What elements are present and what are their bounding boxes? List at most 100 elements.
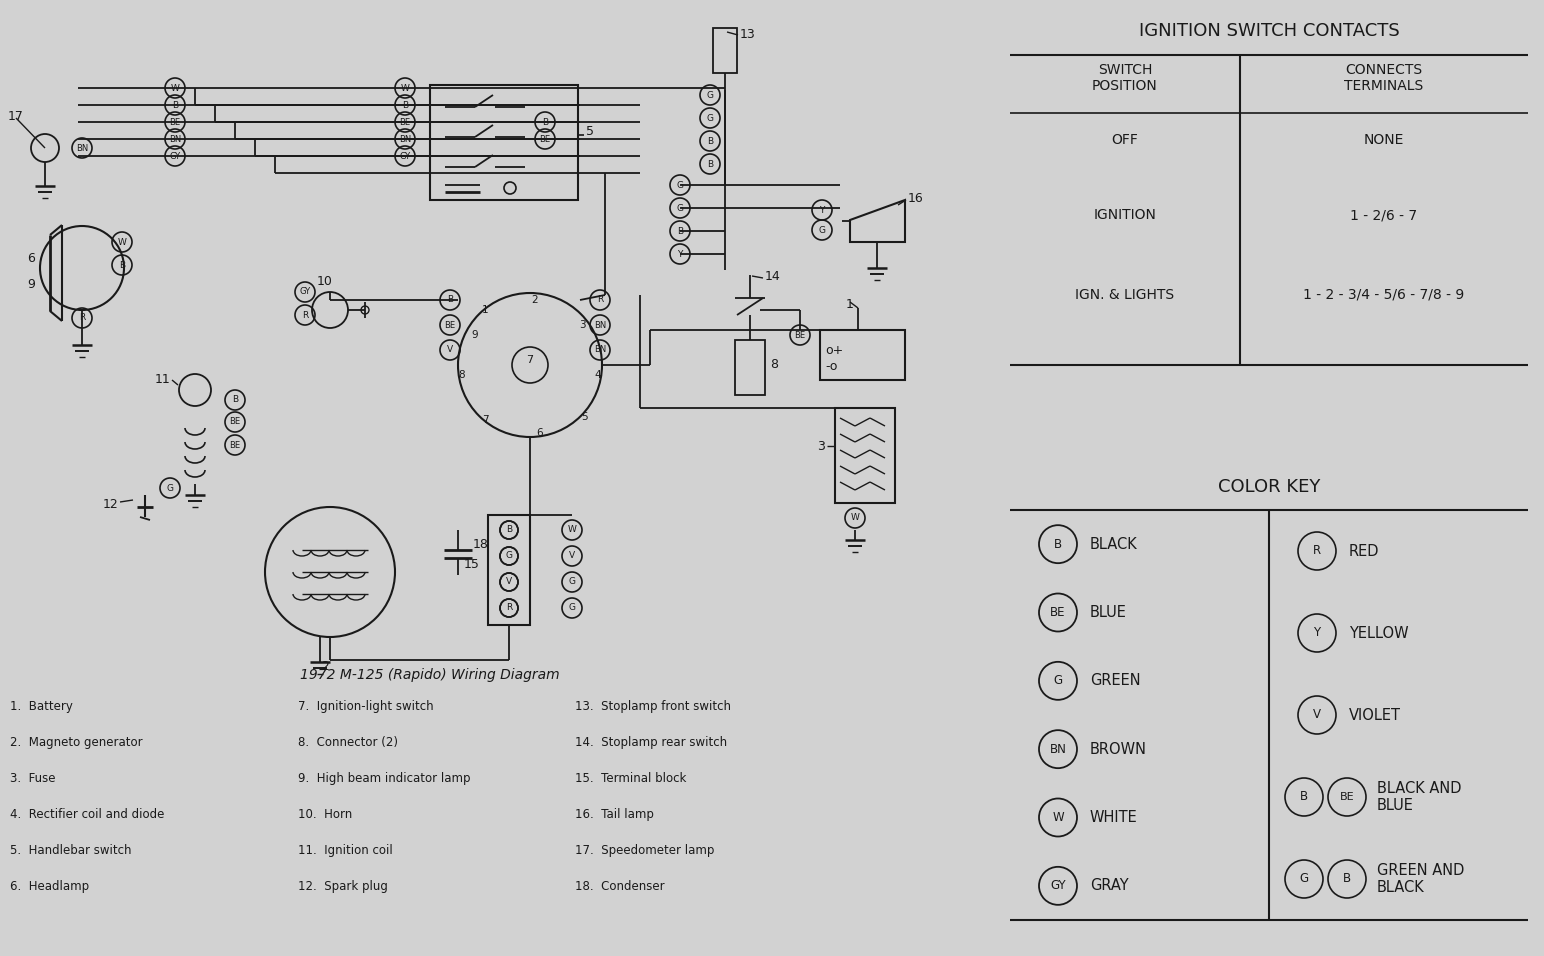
Text: 6: 6: [28, 251, 36, 265]
Text: 8: 8: [770, 358, 778, 371]
Text: 5: 5: [582, 412, 588, 422]
Text: BE: BE: [400, 118, 411, 126]
Text: 8: 8: [459, 370, 465, 380]
Text: 15.  Terminal block: 15. Terminal block: [574, 772, 687, 785]
Text: V: V: [568, 552, 574, 560]
Bar: [735, 340, 764, 395]
Text: Y: Y: [1314, 626, 1320, 640]
Text: BN: BN: [76, 143, 88, 153]
Text: BE: BE: [445, 320, 455, 330]
Text: BE: BE: [170, 118, 181, 126]
Text: V: V: [1312, 708, 1322, 722]
Text: IGN. & LIGHTS: IGN. & LIGHTS: [1076, 288, 1175, 302]
Text: GY: GY: [300, 288, 310, 296]
Text: 12.  Spark plug: 12. Spark plug: [298, 880, 388, 893]
Bar: [820, 330, 905, 380]
Text: 1.  Battery: 1. Battery: [9, 700, 73, 713]
Text: 17.  Speedometer lamp: 17. Speedometer lamp: [574, 844, 715, 857]
Bar: [713, 28, 736, 73]
Text: BN: BN: [594, 320, 607, 330]
Text: G: G: [707, 91, 713, 99]
Text: BLUE: BLUE: [1090, 605, 1127, 620]
Text: R: R: [79, 314, 85, 322]
Text: B: B: [401, 100, 408, 110]
Text: 4: 4: [594, 370, 601, 380]
Text: B: B: [119, 260, 125, 270]
Text: GY: GY: [1050, 880, 1065, 892]
Text: B: B: [707, 137, 713, 145]
Text: 10: 10: [317, 275, 334, 288]
Text: R: R: [303, 311, 309, 319]
Text: 1 - 2/6 - 7: 1 - 2/6 - 7: [1351, 208, 1417, 222]
Text: W: W: [117, 237, 127, 247]
Text: 7: 7: [482, 415, 488, 425]
Text: Y: Y: [678, 250, 682, 258]
Text: 2: 2: [531, 295, 539, 305]
Text: B: B: [1300, 791, 1308, 803]
Text: CONNECTS
TERMINALS: CONNECTS TERMINALS: [1345, 63, 1424, 93]
Text: 14.  Stoplamp rear switch: 14. Stoplamp rear switch: [574, 736, 727, 749]
Text: G: G: [568, 577, 576, 586]
Text: G: G: [676, 204, 684, 212]
Text: 3: 3: [817, 440, 824, 452]
Text: BE: BE: [230, 418, 241, 426]
Text: W: W: [400, 83, 409, 93]
Text: 7.  Ignition-light switch: 7. Ignition-light switch: [298, 700, 434, 713]
Text: IGNITION SWITCH CONTACTS: IGNITION SWITCH CONTACTS: [1138, 22, 1399, 40]
Bar: [835, 408, 896, 503]
Text: GREEN AND
BLACK: GREEN AND BLACK: [1377, 863, 1464, 895]
Text: B: B: [707, 160, 713, 168]
Text: 16.  Tail lamp: 16. Tail lamp: [574, 808, 653, 821]
Text: 1972 M-125 (Rapido) Wiring Diagram: 1972 M-125 (Rapido) Wiring Diagram: [300, 668, 560, 682]
Text: W: W: [170, 83, 179, 93]
Text: G: G: [818, 226, 826, 234]
Text: VIOLET: VIOLET: [1349, 707, 1400, 723]
Text: W: W: [1051, 811, 1064, 824]
Text: G: G: [568, 603, 576, 613]
Text: 7: 7: [527, 355, 534, 365]
Text: GREEN: GREEN: [1090, 673, 1141, 688]
Text: 9: 9: [28, 278, 36, 292]
Bar: [429, 85, 577, 200]
Text: BE: BE: [1050, 606, 1065, 619]
Text: 6.  Headlamp: 6. Headlamp: [9, 880, 90, 893]
Text: NONE: NONE: [1363, 133, 1403, 147]
Text: BE: BE: [539, 135, 551, 143]
Text: GY: GY: [400, 151, 411, 161]
Text: 18: 18: [472, 538, 489, 552]
Text: G: G: [676, 181, 684, 189]
Text: G: G: [707, 114, 713, 122]
Text: 8.  Connector (2): 8. Connector (2): [298, 736, 398, 749]
Text: BLACK AND
BLUE: BLACK AND BLUE: [1377, 781, 1462, 814]
Bar: [488, 515, 530, 625]
Text: G: G: [167, 484, 173, 492]
Text: W: W: [851, 513, 860, 523]
Text: R: R: [506, 603, 513, 613]
Text: BN: BN: [398, 135, 411, 143]
Text: R: R: [1312, 545, 1322, 557]
Text: 11: 11: [154, 373, 170, 386]
Text: GY: GY: [170, 151, 181, 161]
Text: B: B: [232, 396, 238, 404]
Text: 2: 2: [321, 660, 329, 673]
Text: B: B: [446, 295, 452, 305]
Text: R: R: [598, 295, 604, 305]
Text: BN: BN: [1050, 743, 1067, 755]
Text: 18.  Condenser: 18. Condenser: [574, 880, 664, 893]
Text: 15: 15: [465, 558, 480, 572]
Text: 6: 6: [537, 428, 543, 438]
Text: 12: 12: [102, 498, 117, 511]
Text: 1 - 2 - 3/4 - 5/6 - 7/8 - 9: 1 - 2 - 3/4 - 5/6 - 7/8 - 9: [1303, 288, 1465, 302]
Text: 3: 3: [579, 320, 585, 330]
Text: -o: -o: [824, 360, 837, 373]
Text: BN: BN: [168, 135, 181, 143]
Text: 16: 16: [908, 192, 923, 205]
Text: 9: 9: [471, 330, 479, 340]
Text: BLACK: BLACK: [1090, 536, 1138, 552]
Text: 9.  High beam indicator lamp: 9. High beam indicator lamp: [298, 772, 471, 785]
Text: GRAY: GRAY: [1090, 879, 1129, 893]
Text: RED: RED: [1349, 544, 1379, 558]
Text: BE: BE: [230, 441, 241, 449]
Text: 11.  Ignition coil: 11. Ignition coil: [298, 844, 392, 857]
Text: 14: 14: [764, 270, 781, 283]
